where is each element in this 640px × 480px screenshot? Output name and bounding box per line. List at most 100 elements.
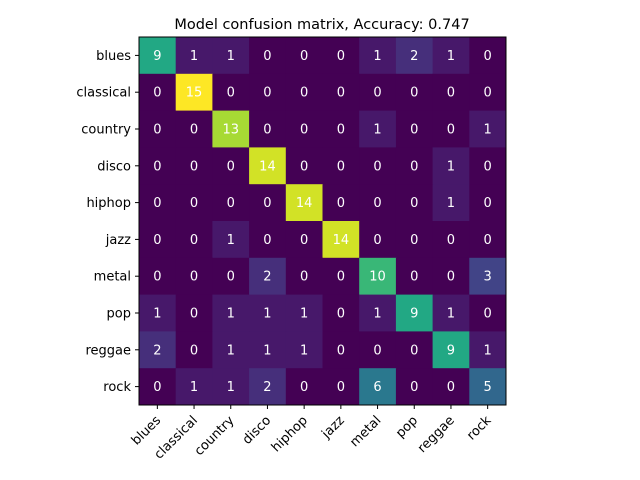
heatmap-cell (285, 221, 323, 259)
y-tick-label: disco (97, 159, 131, 174)
cell-value-label: 0 (337, 343, 345, 358)
heatmap-cell (322, 73, 360, 112)
heatmap-cell (432, 37, 470, 75)
heatmap-cell (359, 368, 397, 406)
cell-value-label: 0 (153, 86, 161, 101)
cell-value-label: 0 (410, 343, 418, 358)
cell-value-label: 0 (447, 270, 455, 285)
cell-value-label: 0 (484, 233, 492, 248)
cell-value-label: 0 (373, 343, 381, 358)
heatmap-cell (139, 184, 177, 222)
heatmap-cell (322, 221, 360, 259)
heatmap-cell (139, 331, 177, 369)
heatmap-cell (432, 368, 470, 406)
cell-value-label: 1 (227, 343, 235, 358)
cell-value-label: 0 (337, 196, 345, 211)
cell-value-label: 0 (153, 380, 161, 395)
cell-value-label: 0 (337, 380, 345, 395)
heatmap-cell (432, 110, 470, 148)
heatmap-cell (432, 257, 470, 296)
heatmap-cell (175, 331, 213, 369)
y-tick-label: reggae (85, 343, 131, 358)
cell-value-label: 0 (263, 86, 271, 101)
heatmap-cell (175, 73, 213, 112)
heatmap-cell (249, 37, 287, 75)
cell-value-label: 9 (447, 343, 455, 358)
chart-title: Model confusion matrix, Accuracy: 0.747 (174, 17, 469, 33)
heatmap-cell (359, 110, 397, 148)
heatmap-cell (285, 184, 323, 222)
y-tick-label: metal (94, 270, 131, 285)
cell-value-label: 1 (227, 380, 235, 395)
x-tick-label: rock (464, 413, 495, 444)
heatmap-cell (469, 147, 507, 185)
heatmap-cell (212, 37, 250, 75)
heatmap-cells (139, 37, 507, 406)
heatmap-cell (249, 294, 287, 332)
heatmap-cell (322, 257, 360, 296)
cell-value-label: 1 (190, 380, 198, 395)
cell-value-label: 0 (410, 270, 418, 285)
cell-value-label: 0 (337, 159, 345, 174)
heatmap-cell (249, 368, 287, 406)
y-tick-label: jazz (105, 233, 131, 248)
heatmap-cell (212, 221, 250, 259)
cell-value-label: 2 (153, 343, 161, 358)
heatmap-cell (395, 331, 434, 369)
cell-value-label: 0 (153, 159, 161, 174)
cell-value-label: 0 (410, 380, 418, 395)
heatmap-cell (359, 147, 397, 185)
x-tick-label: disco (240, 413, 274, 447)
cell-value-label: 9 (410, 307, 418, 322)
heatmap-cell (249, 257, 287, 296)
heatmap-cell (212, 184, 250, 222)
heatmap-cell (212, 368, 250, 406)
cell-value-label: 0 (153, 196, 161, 211)
cell-value-label: 1 (153, 307, 161, 322)
cell-value-label: 0 (373, 86, 381, 101)
cell-value-label: 0 (484, 49, 492, 64)
heatmap-cell (432, 331, 470, 369)
cell-value-label: 0 (300, 270, 308, 285)
heatmap-cell (359, 221, 397, 259)
heatmap-cell (322, 368, 360, 406)
heatmap-cell (469, 221, 507, 259)
cell-value-label: 1 (300, 307, 308, 322)
cell-value-label: 0 (227, 270, 235, 285)
heatmap-cell (285, 331, 323, 369)
heatmap-cell (139, 147, 177, 185)
heatmap-cell (395, 294, 434, 332)
heatmap-cell (175, 184, 213, 222)
heatmap-cell (469, 294, 507, 332)
cell-value-label: 0 (337, 86, 345, 101)
cell-value-label: 1 (484, 123, 492, 138)
cell-value-label: 3 (484, 270, 492, 285)
cell-value-label: 0 (410, 123, 418, 138)
cell-value-label: 0 (337, 270, 345, 285)
y-axis: blues classical country disco hiphop jazz meta… (76, 49, 139, 395)
heatmap-cell (139, 294, 177, 332)
cell-value-label: 0 (337, 123, 345, 138)
cell-value-label: 1 (373, 49, 381, 64)
heatmap-cell (175, 257, 213, 296)
heatmap-cell (322, 294, 360, 332)
cell-value-label: 0 (227, 86, 235, 101)
cell-value-label: 0 (190, 159, 198, 174)
cell-value-label: 0 (484, 307, 492, 322)
cell-value-label: 2 (410, 49, 418, 64)
heatmap-cell (212, 73, 250, 112)
heatmap-cell (285, 37, 323, 75)
cell-value-labels: 9 1 1 0 0 0 1 2 1 00 15 0 0 0 0 0 0 0 00 0 13 0 0 0 1 0 0 10 0 0 14 0 0 0… (153, 49, 492, 395)
x-tick-label: reggae (415, 413, 458, 456)
cell-value-label: 0 (227, 159, 235, 174)
y-tick-label: hiphop (86, 196, 131, 211)
heatmap-cell (469, 368, 507, 406)
cell-value-label: 0 (263, 196, 271, 211)
heatmap-cell (432, 221, 470, 259)
x-tick-label: metal (347, 413, 384, 450)
cell-value-label: 0 (190, 307, 198, 322)
heatmap-cell (469, 37, 507, 75)
cell-value-label: 1 (447, 159, 455, 174)
heatmap-cell (139, 73, 177, 112)
cell-value-label: 1 (300, 343, 308, 358)
